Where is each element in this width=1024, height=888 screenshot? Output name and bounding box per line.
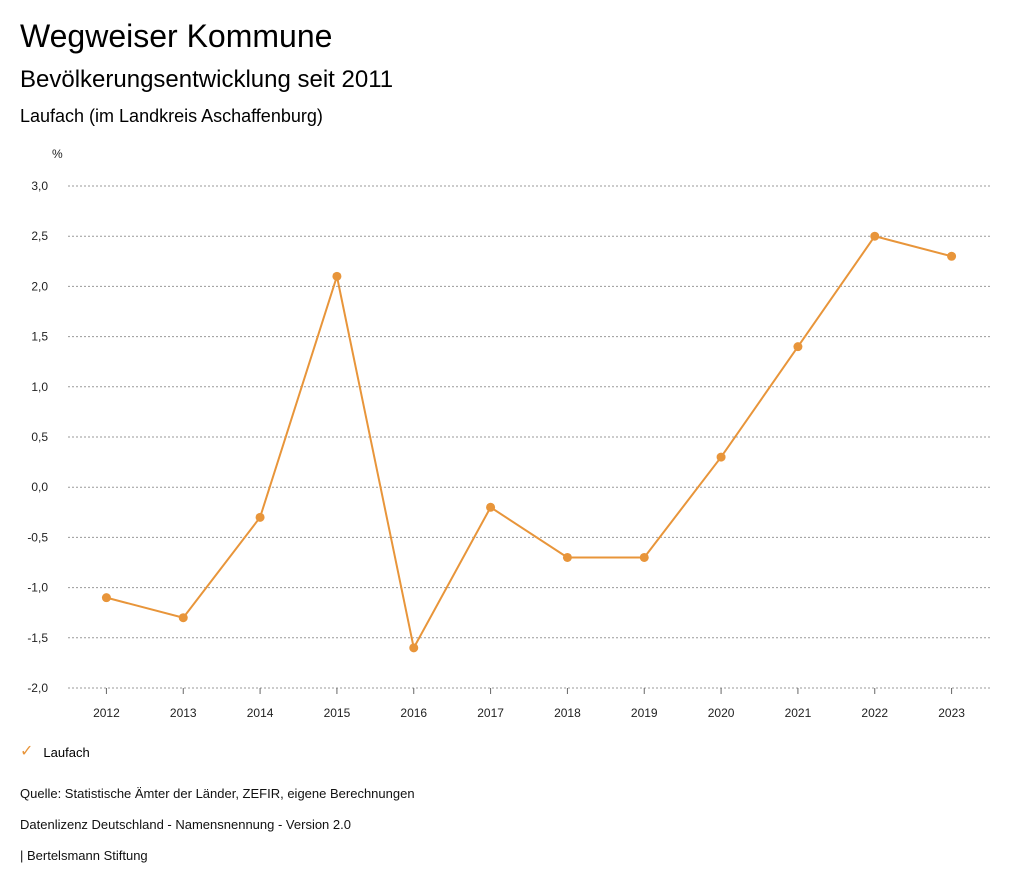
legend-label: Laufach bbox=[43, 744, 90, 760]
x-tick-label: 2020 bbox=[708, 706, 735, 720]
y-tick-label: 2,0 bbox=[31, 279, 48, 293]
y-tick-label: -2,0 bbox=[27, 681, 48, 695]
x-tick-label: 2022 bbox=[861, 706, 888, 720]
legend[interactable]: ✓ Laufach bbox=[20, 744, 90, 760]
y-tick-label: 0,0 bbox=[31, 480, 48, 494]
x-tick-label: 2012 bbox=[93, 706, 120, 720]
line-chart: % 3,02,52,01,51,00,50,0-0,5-1,0-1,5-2,0 … bbox=[27, 147, 990, 720]
x-tick-label: 2018 bbox=[554, 706, 581, 720]
data-point[interactable] bbox=[947, 251, 957, 261]
source-note: Quelle: Statistische Ämter der Länder, Z… bbox=[20, 786, 415, 801]
data-point[interactable] bbox=[255, 512, 265, 522]
chart-subtitle: Bevölkerungsentwicklung seit 2011 bbox=[20, 66, 394, 93]
x-tick-label: 2016 bbox=[400, 706, 427, 720]
x-tick-label: 2021 bbox=[785, 706, 812, 720]
y-tick-label: -1,5 bbox=[27, 631, 48, 645]
data-point[interactable] bbox=[178, 613, 188, 623]
y-tick-label: -1,0 bbox=[27, 581, 48, 595]
data-point[interactable] bbox=[716, 452, 726, 462]
y-tick-label: -0,5 bbox=[27, 530, 48, 544]
x-tick-label: 2023 bbox=[938, 706, 965, 720]
x-tick-label: 2015 bbox=[324, 706, 351, 720]
data-point[interactable] bbox=[639, 552, 649, 562]
page-title: Wegweiser Kommune bbox=[20, 18, 333, 54]
x-tick-label: 2017 bbox=[477, 706, 504, 720]
data-point[interactable] bbox=[486, 502, 496, 512]
x-tick-label: 2019 bbox=[631, 706, 658, 720]
y-axis-unit: % bbox=[52, 147, 63, 161]
y-tick-label: 1,0 bbox=[31, 380, 48, 394]
series-line-laufach bbox=[106, 235, 952, 651]
region-label: Laufach (im Landkreis Aschaffenburg) bbox=[20, 106, 323, 126]
y-tick-label: 0,5 bbox=[31, 430, 48, 444]
data-point[interactable] bbox=[409, 643, 419, 653]
data-point[interactable] bbox=[562, 552, 572, 562]
data-point[interactable] bbox=[870, 231, 880, 241]
data-point[interactable] bbox=[332, 271, 342, 281]
license-note: Datenlizenz Deutschland - Namensnennung … bbox=[20, 817, 351, 832]
y-tick-label: 3,0 bbox=[31, 179, 48, 193]
y-tick-label: 1,5 bbox=[31, 330, 48, 344]
data-point[interactable] bbox=[793, 342, 803, 352]
data-point[interactable] bbox=[101, 593, 111, 603]
x-tick-label: 2014 bbox=[247, 706, 274, 720]
y-tick-label: 2,5 bbox=[31, 229, 48, 243]
x-tick-label: 2013 bbox=[170, 706, 197, 720]
publisher-note: | Bertelsmann Stiftung bbox=[20, 848, 148, 863]
check-icon: ✓ bbox=[20, 743, 34, 760]
